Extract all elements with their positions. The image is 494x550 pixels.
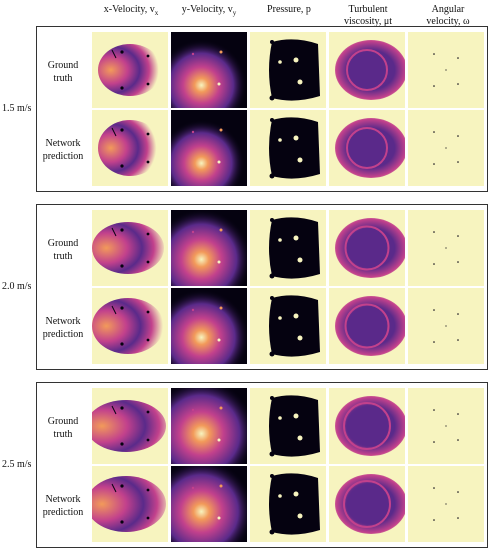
group-box-3 (36, 382, 488, 548)
field-panel-p-group1-truth (250, 32, 326, 108)
field-image (171, 110, 247, 186)
header-turbulent-line2: viscosity, μt (343, 16, 393, 27)
field-image (92, 210, 168, 286)
row-label-pred-3a: Network (45, 494, 81, 505)
field-panel-mu-group3-truth (329, 388, 405, 464)
field-image (408, 388, 484, 464)
field-image (92, 32, 168, 108)
row-label-pred-1a: Network (45, 138, 81, 149)
row-label-pred-2: Network prediction (38, 315, 88, 341)
row-label-truth-1: Ground truth (38, 59, 88, 85)
field-image (329, 466, 405, 542)
field-panel-vx-group2-truth (92, 210, 168, 286)
field-image (408, 466, 484, 542)
field-image (171, 32, 247, 108)
field-panel-w-group1-truth (408, 32, 484, 108)
field-image (408, 288, 484, 364)
speed-label-1: 1.5 m/s (2, 103, 32, 114)
field-image (171, 288, 247, 364)
field-panel-vx-group3-prediction (92, 466, 168, 542)
field-image (92, 110, 168, 186)
field-panel-mu-group1-prediction (329, 110, 405, 186)
field-image (250, 288, 326, 364)
row-label-truth-2b: truth (53, 251, 73, 262)
header-angular-line2: velocity, ω (426, 16, 470, 27)
row-label-truth-2: Ground truth (38, 237, 88, 263)
header-turbulent-line1: Turbulent (348, 4, 388, 15)
row-label-pred-1: Network prediction (38, 137, 88, 163)
field-panel-p-group3-prediction (250, 466, 326, 542)
field-panel-mu-group2-prediction (329, 288, 405, 364)
field-panel-p-group3-truth (250, 388, 326, 464)
field-image (171, 466, 247, 542)
header-turbulent-viscosity: Turbulent viscosity, μt (328, 4, 408, 28)
field-image (171, 388, 247, 464)
row-label-truth-3: Ground truth (38, 415, 88, 441)
field-panel-p-group1-prediction (250, 110, 326, 186)
field-image (92, 466, 168, 542)
field-image (329, 388, 405, 464)
field-panel-vx-group1-truth (92, 32, 168, 108)
header-x-velocity-label: x-Velocity, v (103, 4, 155, 15)
row-label-truth-3a: Ground (47, 416, 79, 427)
row-label-pred-3: Network prediction (38, 493, 88, 519)
header-pressure: Pressure, p (250, 4, 328, 16)
row-label-pred-1b: prediction (42, 151, 84, 162)
header-y-velocity-sub: y (232, 9, 237, 17)
field-image (329, 32, 405, 108)
field-panel-vy-group2-prediction (171, 288, 247, 364)
field-image (329, 210, 405, 286)
field-image (250, 388, 326, 464)
field-image (250, 32, 326, 108)
field-panel-vy-group3-truth (171, 388, 247, 464)
field-panel-w-group2-truth (408, 210, 484, 286)
header-x-velocity-sub: x (154, 9, 159, 17)
field-image (250, 466, 326, 542)
header-pressure-label: Pressure, p (267, 4, 311, 15)
header-y-velocity: y-Velocity, vy (170, 4, 248, 19)
field-panel-w-group3-prediction (408, 466, 484, 542)
header-x-velocity: x-Velocity, vx (92, 4, 170, 19)
field-panel-vy-group1-prediction (171, 110, 247, 186)
row-label-pred-3b: prediction (42, 507, 84, 518)
field-panel-vx-group2-prediction (92, 288, 168, 364)
field-panel-vy-group1-truth (171, 32, 247, 108)
row-label-pred-2a: Network (45, 316, 81, 327)
field-panel-p-group2-prediction (250, 288, 326, 364)
speed-label-2: 2.0 m/s (2, 281, 32, 292)
row-label-truth-3b: truth (53, 429, 73, 440)
field-image (408, 210, 484, 286)
row-label-truth-2a: Ground (47, 238, 79, 249)
header-angular-line1: Angular (431, 4, 465, 15)
field-panel-mu-group3-prediction (329, 466, 405, 542)
field-image (408, 110, 484, 186)
field-panel-vx-group3-truth (92, 388, 168, 464)
field-panel-w-group3-truth (408, 388, 484, 464)
row-label-truth-1b: truth (53, 73, 73, 84)
field-image (250, 210, 326, 286)
field-panel-w-group2-prediction (408, 288, 484, 364)
field-panel-vy-group2-truth (171, 210, 247, 286)
field-image (408, 32, 484, 108)
header-angular-velocity: Angular velocity, ω (408, 4, 488, 28)
field-panel-w-group1-prediction (408, 110, 484, 186)
row-label-pred-2b: prediction (42, 329, 84, 340)
field-panel-vx-group1-prediction (92, 110, 168, 186)
field-image (250, 110, 326, 186)
field-image (329, 288, 405, 364)
group-box-1 (36, 26, 488, 192)
field-image (92, 288, 168, 364)
speed-label-3: 2.5 m/s (2, 459, 32, 470)
field-panel-p-group2-truth (250, 210, 326, 286)
field-image (171, 210, 247, 286)
row-label-truth-1a: Ground (47, 60, 79, 71)
header-y-velocity-label: y-Velocity, v (181, 4, 233, 15)
field-panel-mu-group2-truth (329, 210, 405, 286)
field-panel-mu-group1-truth (329, 32, 405, 108)
field-panel-vy-group3-prediction (171, 466, 247, 542)
field-image (92, 388, 168, 464)
group-box-2 (36, 204, 488, 370)
field-image (329, 110, 405, 186)
